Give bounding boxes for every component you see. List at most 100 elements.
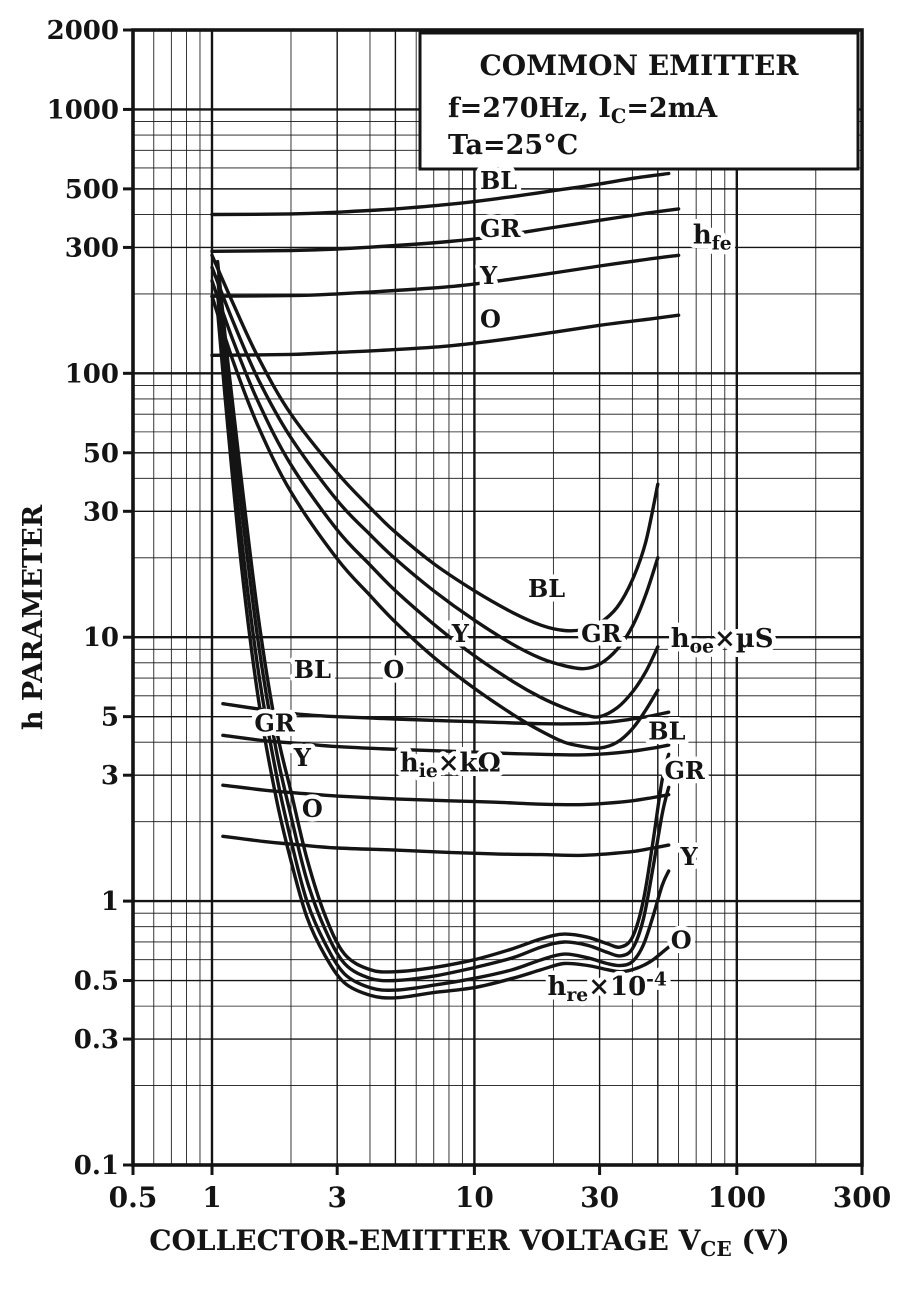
conditions-line-3-text: Ta=25°C bbox=[448, 130, 578, 161]
y-tick-label-500: 500 bbox=[65, 175, 119, 205]
x-tick-label-100: 100 bbox=[708, 1181, 766, 1214]
y-tick-label-1000-text: 1000 bbox=[47, 95, 119, 125]
label-hre-O: OO bbox=[666, 921, 696, 959]
curve-hie-BL bbox=[221, 702, 671, 726]
conditions-line-1: COMMON EMITTER bbox=[479, 49, 799, 82]
plot-border bbox=[131, 28, 864, 1167]
label-hfe-group-text: hfe bbox=[693, 221, 732, 255]
y-tick-label-0.1: 0.1 bbox=[74, 1151, 119, 1181]
y-tick-label-30: 30 bbox=[83, 497, 119, 527]
label-hoe-Y-text: Y bbox=[451, 619, 470, 648]
label-hre-Y: YY bbox=[675, 838, 703, 876]
conditions-line-2: f=270Hz, IC=2mA bbox=[448, 93, 718, 128]
x-tick-label-100-text: 100 bbox=[708, 1181, 766, 1214]
x-tick-label-30: 30 bbox=[580, 1181, 619, 1214]
curve-hfe-O bbox=[210, 313, 681, 357]
label-hfe-Y: YY bbox=[474, 257, 502, 295]
y-tick-label-300-text: 300 bbox=[65, 233, 119, 263]
x-tick-label-0.5: 0.5 bbox=[109, 1181, 158, 1214]
y-tick-label-0.3: 0.3 bbox=[74, 1025, 119, 1055]
label-hoe-BL-halo: BL bbox=[528, 574, 565, 603]
y-tick-label-50: 50 bbox=[83, 439, 119, 469]
label-hie-Y: YY bbox=[288, 739, 316, 777]
curves bbox=[210, 171, 681, 1000]
x-tick-label-300: 300 bbox=[833, 1181, 891, 1214]
label-hoe-group-halo: hoe×µS bbox=[671, 624, 774, 658]
label-hoe-Y: YY bbox=[446, 614, 474, 652]
y-tick-label-2000: 2000 bbox=[47, 16, 119, 46]
y-tick-label-1000: 1000 bbox=[47, 95, 119, 125]
label-hfe-O: OO bbox=[475, 300, 505, 338]
x-tick-label-3: 3 bbox=[327, 1181, 346, 1214]
curve-hre-Y bbox=[215, 292, 671, 992]
y-axis-title-text: h PARAMETER bbox=[18, 504, 49, 730]
label-hfe-GR-text: GR bbox=[480, 214, 521, 243]
label-hre-Y-text: Y bbox=[679, 842, 698, 871]
label-hie-O-text: O bbox=[302, 794, 323, 823]
label-hie-BL-halo: BL bbox=[294, 655, 331, 684]
label-hfe-group-halo: hfe bbox=[693, 221, 732, 255]
label-hoe-O-text: O bbox=[383, 655, 404, 684]
y-tick-label-0.5: 0.5 bbox=[74, 967, 119, 997]
y-tick-label-300: 300 bbox=[65, 233, 119, 263]
label-hoe-O-halo: O bbox=[383, 655, 404, 684]
curve-hre-BL bbox=[215, 259, 671, 974]
y-tick-label-0.5-text: 0.5 bbox=[74, 967, 119, 997]
curve-hfe-Y bbox=[210, 253, 681, 298]
x-tick-label-1: 1 bbox=[202, 1181, 221, 1214]
curve-hie-Y bbox=[221, 783, 671, 807]
y-tick-label-5: 5 bbox=[101, 703, 119, 733]
x-tick-label-3-text: 3 bbox=[327, 1181, 346, 1214]
curve-hre-GR bbox=[215, 275, 671, 983]
label-hfe-BL-text: BL bbox=[480, 166, 517, 195]
conditions-line-1-text: COMMON EMITTER bbox=[479, 49, 799, 82]
x-axis-title-text: COLLECTOR-EMITTER VOLTAGE VCE (V) bbox=[149, 1224, 789, 1261]
conditions-box-frame bbox=[418, 31, 860, 171]
x-tick-label-10-text: 10 bbox=[455, 1181, 494, 1214]
conditions-line-3: Ta=25°C bbox=[448, 130, 578, 161]
y-tick-label-5-text: 5 bbox=[101, 703, 119, 733]
y-tick-label-1: 1 bbox=[101, 887, 119, 917]
label-hre-GR-halo: GR bbox=[664, 756, 705, 785]
label-hfe-BL-halo: BL bbox=[480, 166, 517, 195]
label-hie-GR-halo: GR bbox=[254, 708, 295, 737]
y-tick-label-100: 100 bbox=[65, 359, 119, 389]
label-hie-O: OO bbox=[297, 790, 327, 828]
x-tick-label-30-text: 30 bbox=[580, 1181, 619, 1214]
curve-labels: BLBLGRGRYYOOhfehfeBLBLGRGRYYOOhoe×µShoe×… bbox=[250, 161, 778, 1010]
label-hre-O-halo: O bbox=[671, 926, 692, 955]
y-tick-label-10: 10 bbox=[83, 623, 119, 653]
label-hie-O-halo: O bbox=[302, 794, 323, 823]
label-hre-group-halo: hre×10-4 bbox=[548, 968, 667, 1006]
label-hre-group-text: hre×10-4 bbox=[548, 968, 667, 1006]
label-hoe-GR-halo: GR bbox=[581, 619, 622, 648]
conditions-line-2-text: f=270Hz, IC=2mA bbox=[448, 93, 718, 128]
y-tick-label-30-text: 30 bbox=[83, 497, 119, 527]
x-tick-label-1-text: 1 bbox=[202, 1181, 221, 1214]
label-hre-GR-text: GR bbox=[664, 756, 705, 785]
curve-hoe-O bbox=[210, 294, 660, 751]
label-hie-Y-text: Y bbox=[293, 743, 312, 772]
y-tick-label-0.1-text: 0.1 bbox=[74, 1151, 119, 1181]
label-hfe-O-text: O bbox=[480, 305, 501, 334]
y-tick-label-10-text: 10 bbox=[83, 623, 119, 653]
label-hoe-BL-text: BL bbox=[528, 574, 565, 603]
x-axis-title: COLLECTOR-EMITTER VOLTAGE VCE (V) bbox=[149, 1224, 789, 1261]
label-hie-GR-text: GR bbox=[254, 708, 295, 737]
curve-hoe-BL bbox=[210, 253, 660, 633]
label-hre-BL-halo: BL bbox=[648, 716, 685, 745]
label-hie-group-halo: hie×kΩ bbox=[400, 748, 501, 782]
label-hfe-O-halo: O bbox=[480, 305, 501, 334]
y-tick-label-0.3-text: 0.3 bbox=[74, 1025, 119, 1055]
x-tick-label-10: 10 bbox=[455, 1181, 494, 1214]
axis-ticks: 0.5 1 3 10 30 100 300 2000 1000 500 300 100 50 30 10 5 3… bbox=[47, 16, 892, 1214]
